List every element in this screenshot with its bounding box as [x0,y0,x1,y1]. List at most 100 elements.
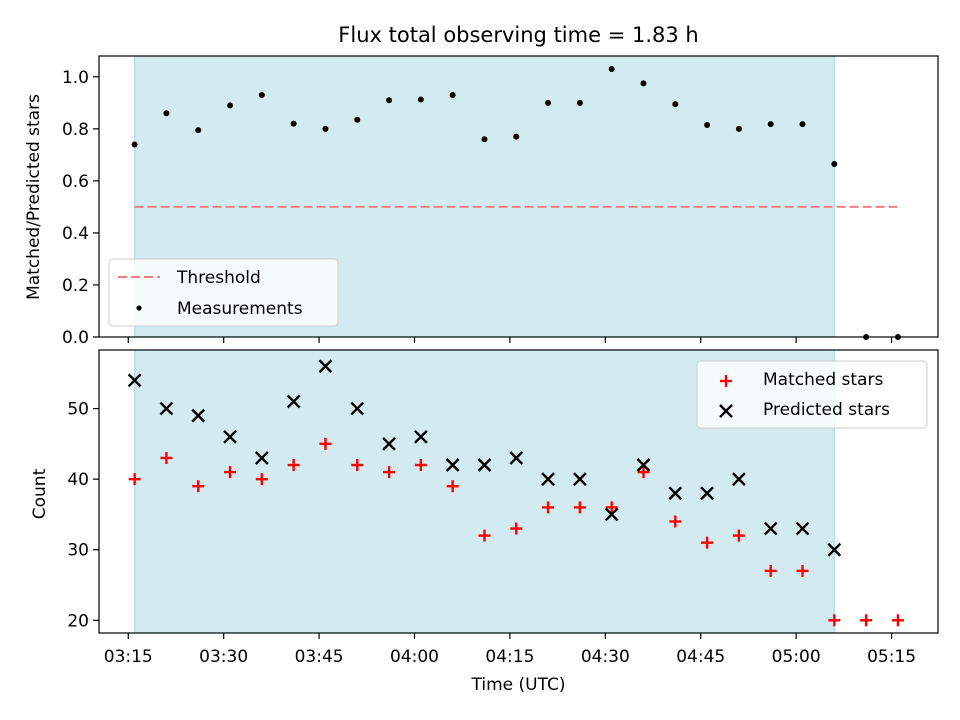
predicted-star-point [382,437,396,451]
matched-star-point [637,466,650,479]
measurement-point [131,141,138,148]
predicted-star-point [127,373,142,388]
bottom-y-tick-label: 50 [67,400,89,420]
legend-measurements-label: Measurements [177,299,303,319]
x-tick-label: 04:45 [676,647,725,667]
x-tick-label: 05:00 [772,647,821,667]
bottom-y-tick-label: 20 [67,611,89,631]
measurement-point [704,121,711,128]
matched-star-point [128,473,141,486]
matched-star-point [446,480,459,493]
measurement-point [195,127,202,134]
top-x-ticks [127,337,893,343]
bottom-legend: Matched stars Predicted stars [696,360,928,429]
matched-star-point [351,459,364,472]
chart-title: Flux total observing time = 1.83 h [338,23,698,47]
predicted-star-point [604,507,619,522]
predicted-star-point [477,458,492,472]
measurement-points [131,66,901,340]
measurement-point [608,66,615,73]
measurement-point [513,133,520,140]
matched-star-point [860,614,873,627]
top-y-tick-label: 0.4 [62,224,89,244]
matched-star-point [701,536,714,549]
top-panel: 0.0 0.2 0.4 0.6 0.8 1.0 Matched/Predicted sta… [24,55,939,348]
matched-stars-points [128,437,904,627]
predicted-star-point [223,429,237,444]
predicted-star-point [254,451,269,465]
measurement-point [799,121,806,128]
matched-star-point [764,564,777,577]
top-y-axis-label: Matched/Predicted stars [24,94,44,300]
legend-predicted-label: Predicted stars [763,400,890,420]
legend-predicted-swatch [719,404,733,418]
predicted-star-point [700,486,714,501]
bottom-y-tick-label: 30 [67,541,89,561]
predicted-star-point [350,401,365,416]
predicted-star-point [191,408,206,423]
matched-star-point [796,564,809,577]
legend-measurements-swatch [136,305,142,311]
measurement-point [354,116,361,123]
measurement-point [672,101,679,108]
predicted-star-point [414,429,428,444]
matched-star-point [732,529,745,542]
measurement-point [163,110,170,117]
matched-star-point [224,466,237,479]
bottom-y-axis: 20 30 40 50 [67,400,99,631]
measurement-point [640,80,647,87]
matched-star-point [287,459,300,472]
bottom-y-tick-label: 40 [67,470,89,490]
matched-star-point [828,614,841,627]
bottom-legend-box [696,360,928,429]
measurement-point [322,125,329,132]
matched-star-point [414,459,427,472]
top-y-tick-label: 0.6 [62,172,89,192]
predicted-star-point [763,521,778,536]
predicted-stars-points [127,359,842,557]
matched-star-point [891,614,904,627]
predicted-star-point [445,458,460,472]
top-y-tick-label: 0.0 [62,328,89,348]
matched-star-point [319,437,332,450]
top-y-tick-label: 0.2 [62,276,89,296]
matched-star-point [192,480,205,493]
x-tick-label: 04:15 [485,647,534,667]
top-legend: Threshold Measurements [108,258,339,327]
matched-star-point [542,501,555,514]
matched-star-point [605,501,618,514]
measurement-point [417,96,424,103]
predicted-star-point [573,472,587,486]
measurement-point [290,120,297,127]
legend-matched-swatch [720,375,732,387]
predicted-star-point [318,359,333,374]
measurement-point [227,102,234,109]
top-y-tick-label: 0.8 [62,120,89,140]
measurement-point [545,99,552,106]
matched-star-point [478,529,491,542]
measurement-point [258,92,265,99]
x-tick-label: 03:30 [199,647,248,667]
measurement-point [386,97,393,104]
matched-star-point [160,451,173,464]
predicted-star-point [732,472,746,486]
top-y-tick-label: 1.0 [62,68,89,88]
predicted-star-point [795,521,810,536]
top-legend-box [108,258,339,327]
predicted-star-point [668,486,683,501]
x-tick-label: 03:45 [295,647,344,667]
measurement-point [576,99,583,106]
bottom-axes-frame [98,349,939,634]
matched-star-point [255,473,268,486]
x-tick-label: 04:00 [390,647,439,667]
predicted-star-point [286,394,301,409]
top-y-axis: 0.0 0.2 0.4 0.6 0.8 1.0 [62,68,99,348]
measurement-point [481,136,488,143]
x-axis-label: Time (UTC) [471,675,566,695]
predicted-star-point [827,542,842,557]
x-tick-label: 05:15 [867,647,916,667]
predicted-star-point [159,401,174,416]
matched-star-point [573,501,586,514]
legend-matched-label: Matched stars [763,370,883,390]
